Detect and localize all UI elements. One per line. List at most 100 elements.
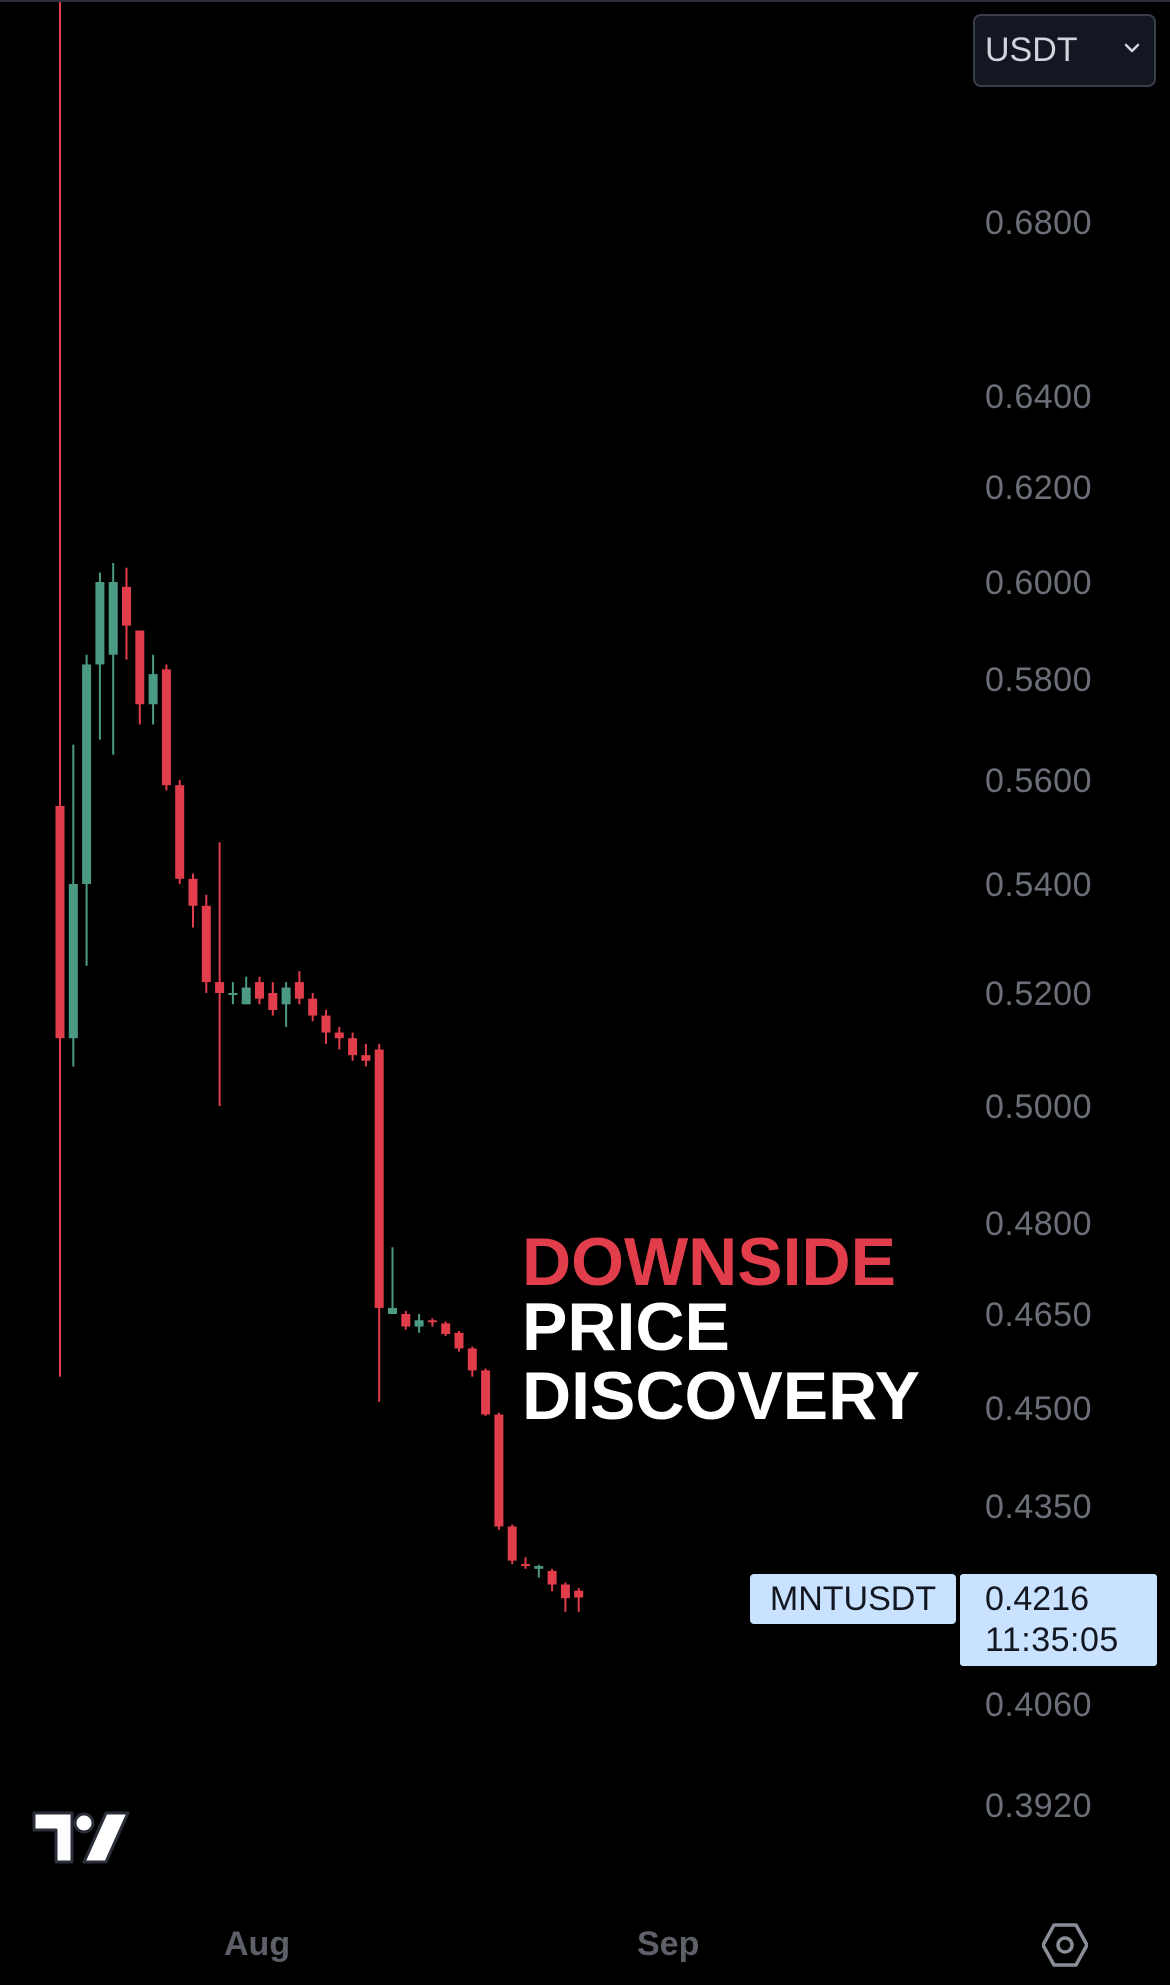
- candle-body: [122, 586, 131, 626]
- candle-body: [454, 1332, 464, 1349]
- last-price: 0.4216: [985, 1580, 1089, 1618]
- candle: [228, 982, 238, 1005]
- candle-body: [255, 982, 264, 999]
- candle-body: [68, 884, 78, 1039]
- last-price-tag: 0.4216 11:35:05: [960, 1574, 1157, 1666]
- candle-body: [82, 664, 92, 884]
- bar-countdown: 11:35:05: [985, 1621, 1119, 1659]
- candle: [427, 1318, 437, 1327]
- candle: [521, 1557, 530, 1569]
- y-tick-label: 0.5000: [985, 1088, 1092, 1126]
- candle: [534, 1564, 544, 1578]
- candle-body: [507, 1526, 517, 1561]
- candle: [281, 982, 291, 1027]
- candle-body: [467, 1348, 477, 1371]
- x-tick-label: Aug: [224, 1925, 291, 1963]
- candle-body: [547, 1570, 557, 1585]
- candle-body: [560, 1584, 570, 1599]
- candle: [161, 664, 171, 791]
- currency-dropdown[interactable]: USDT: [973, 14, 1156, 87]
- candle: [374, 1043, 384, 1402]
- candle: [321, 1009, 331, 1044]
- y-tick-label: 0.5400: [985, 866, 1092, 904]
- candle-body: [574, 1590, 584, 1598]
- candle: [454, 1330, 464, 1352]
- candle: [361, 1043, 371, 1067]
- candle-body: [361, 1055, 371, 1061]
- candle-body: [374, 1049, 384, 1308]
- currency-value: USDT: [985, 31, 1078, 69]
- candle: [122, 567, 131, 660]
- candle: [574, 1587, 584, 1612]
- candle: [135, 630, 145, 725]
- symbol-label: MNTUSDT: [750, 1574, 956, 1624]
- y-tick-label: 0.4650: [985, 1296, 1092, 1334]
- candle-body: [308, 998, 318, 1016]
- candle-body: [135, 630, 145, 705]
- y-tick-label: 0.6400: [985, 378, 1092, 416]
- candle: [547, 1568, 557, 1592]
- annotation-line-1: DOWNSIDE: [522, 1224, 896, 1300]
- candle: [308, 993, 318, 1022]
- candle-body: [321, 1015, 331, 1033]
- x-tick-label: Sep: [637, 1925, 700, 1963]
- candle: [55, 0, 65, 1377]
- candle: [414, 1314, 424, 1333]
- candle: [175, 780, 185, 884]
- candle-body: [228, 993, 238, 995]
- annotation-line-3: DISCOVERY: [522, 1358, 921, 1434]
- candle: [348, 1032, 358, 1061]
- y-tick-label: 0.5800: [985, 661, 1092, 699]
- y-tick-label: 0.5600: [985, 762, 1092, 800]
- candle-body: [241, 987, 251, 1005]
- candle-body: [494, 1414, 504, 1527]
- candle-body: [481, 1370, 491, 1415]
- candle-body: [401, 1314, 411, 1327]
- y-tick-label: 0.4060: [985, 1686, 1092, 1724]
- candle-body: [268, 993, 278, 1010]
- candle: [268, 982, 278, 1016]
- candle-body: [521, 1564, 530, 1567]
- candle-body: [161, 669, 171, 786]
- candle: [241, 976, 251, 1005]
- chevron-down-icon: [1124, 43, 1140, 53]
- candle-body: [294, 982, 304, 999]
- settings-icon[interactable]: [1042, 1922, 1088, 1968]
- candle: [560, 1582, 570, 1612]
- candle: [494, 1412, 504, 1530]
- y-tick-label: 0.6800: [985, 204, 1092, 242]
- candle-body: [348, 1038, 358, 1056]
- y-tick-label: 0.4500: [985, 1390, 1092, 1428]
- candle-body: [441, 1323, 451, 1335]
- y-tick-label: 0.4350: [985, 1488, 1092, 1526]
- candle: [481, 1368, 491, 1416]
- candle: [108, 563, 118, 755]
- tradingview-logo-icon[interactable]: [32, 1810, 130, 1865]
- candle: [467, 1346, 477, 1377]
- candle: [68, 744, 78, 1067]
- candle-body: [201, 905, 211, 983]
- candle: [388, 1247, 397, 1314]
- candle-body: [108, 582, 118, 655]
- candle-body: [334, 1032, 344, 1039]
- y-tick-label: 0.4800: [985, 1205, 1092, 1243]
- candle-body: [95, 582, 105, 665]
- y-tick-label: 0.3920: [985, 1787, 1092, 1825]
- candle-body: [148, 674, 158, 705]
- candle: [441, 1321, 451, 1336]
- candle: [201, 894, 211, 993]
- annotation-line-2: PRICE: [522, 1289, 730, 1365]
- candle-body: [55, 806, 65, 1039]
- candle: [95, 572, 105, 740]
- candle: [188, 873, 198, 928]
- candle: [82, 654, 92, 966]
- candle: [401, 1310, 411, 1330]
- candle: [334, 1026, 344, 1050]
- candle-body: [534, 1566, 544, 1569]
- candle-body: [414, 1320, 424, 1327]
- candle-body: [188, 878, 198, 906]
- candle: [294, 971, 304, 1005]
- candle-body: [175, 785, 185, 879]
- y-tick-label: 0.6200: [985, 469, 1092, 507]
